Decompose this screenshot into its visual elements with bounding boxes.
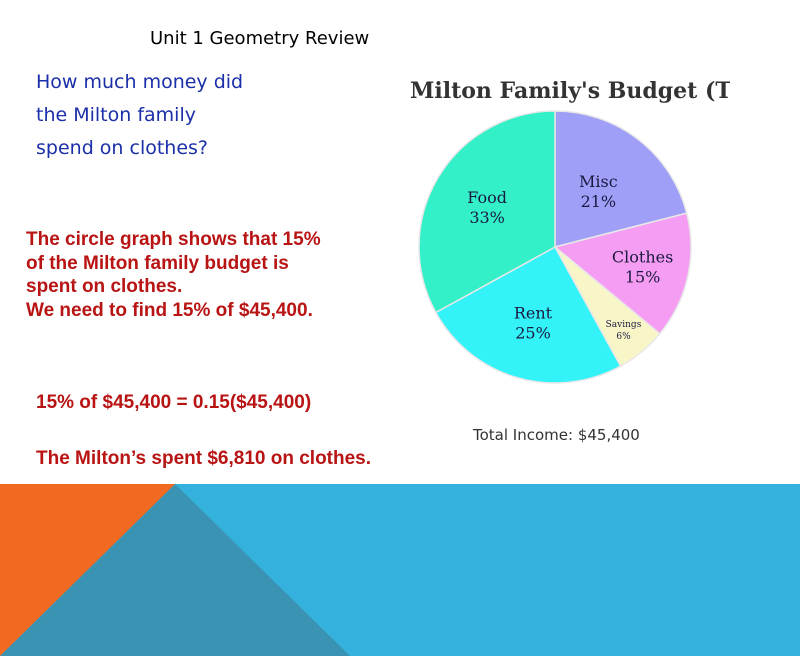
question-line: spend on clothes? xyxy=(36,137,209,159)
slide-title: Unit 1 Geometry Review xyxy=(150,28,370,49)
pie-slice-rent xyxy=(434,245,622,384)
slice-name-label: Savings xyxy=(606,320,642,330)
chart-title: Milton Family's Budget (Title) xyxy=(410,78,730,104)
equation-text: 15% of $45,400 = 0.15($45,400) xyxy=(36,392,312,413)
question-line: the Milton family xyxy=(36,104,196,126)
pie-slice-misc xyxy=(554,110,688,248)
explanation-line: The circle graph shows that 15% xyxy=(26,229,321,250)
slice-value-label: 6% xyxy=(616,332,631,342)
footer-teal-triangle xyxy=(0,484,350,656)
explanation-text: The circle graph shows that 15% of the M… xyxy=(26,228,406,322)
slice-name-label: Food xyxy=(467,188,507,207)
slice-name-label: Rent xyxy=(514,304,553,323)
slice-name-label: Clothes xyxy=(612,248,673,267)
conclusion-text: The Milton’s spent $6,810 on clothes. xyxy=(36,448,372,469)
pie-slice-clothes xyxy=(553,212,692,335)
explanation-line: spent on clothes. xyxy=(26,276,183,297)
explanation-line: of the Milton family budget is xyxy=(26,252,289,274)
slice-value-label: 25% xyxy=(515,324,551,343)
question-text: How much money did the Milton family spe… xyxy=(36,66,336,165)
slice-value-label: 15% xyxy=(625,268,661,287)
total-income-label: Total Income: $45,400 xyxy=(472,426,640,444)
question-line: How much money did xyxy=(36,71,244,93)
slice-value-label: 21% xyxy=(581,192,617,211)
pie-slice-food xyxy=(418,110,556,314)
explanation-line: We need to find 15% of $45,400. xyxy=(26,299,313,321)
slice-value-label: 33% xyxy=(469,208,505,227)
footer-decoration xyxy=(0,484,800,656)
slice-name-label: Misc xyxy=(579,172,618,191)
footer-orange-triangle xyxy=(0,484,175,656)
